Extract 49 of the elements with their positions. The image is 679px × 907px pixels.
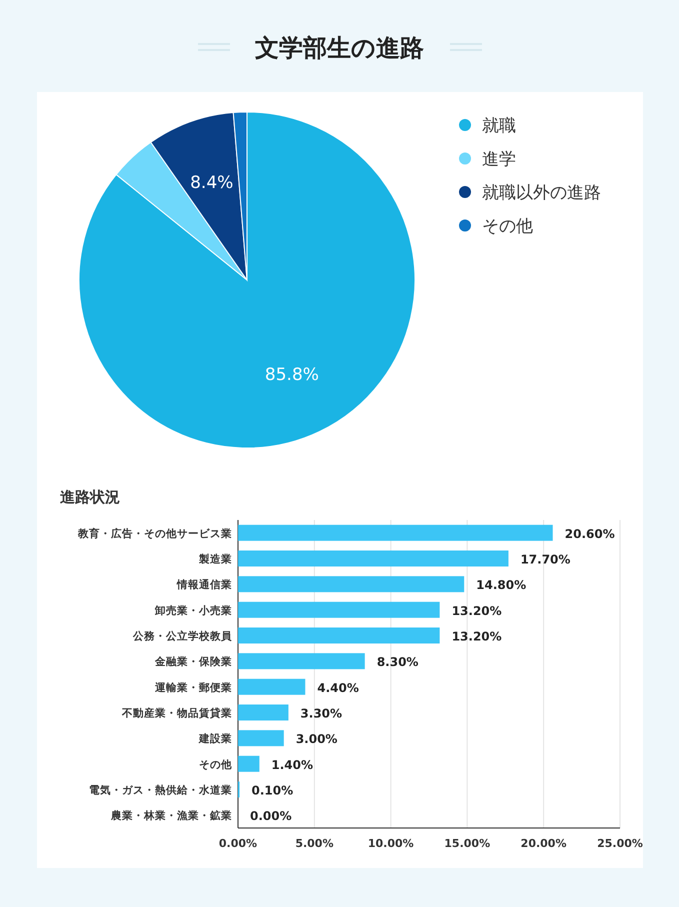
data-label: 0.00% bbox=[250, 809, 292, 824]
data-label: 14.80% bbox=[476, 578, 526, 592]
y-tick-label: 電気・ガス・熱供給・水道業 bbox=[89, 784, 232, 796]
bar bbox=[238, 678, 306, 695]
pie-slice bbox=[78, 112, 416, 448]
y-tick-label: 運輸業・郵便業 bbox=[154, 680, 232, 694]
y-tick-label: 不動産業・物品賃貸業 bbox=[121, 706, 232, 720]
data-label: 8.4% bbox=[190, 173, 234, 193]
y-tick-label: 建設業 bbox=[198, 732, 232, 746]
bar bbox=[238, 628, 440, 644]
bar bbox=[238, 550, 508, 566]
data-label: 13.20% bbox=[452, 630, 502, 644]
y-tick-label: 教育・広告・その他サービス業 bbox=[77, 526, 232, 540]
text: 進路状況 bbox=[59, 488, 120, 506]
data-label: 4.40% bbox=[317, 680, 359, 695]
x-tick-label: 20.00% bbox=[520, 837, 567, 850]
bar bbox=[238, 602, 440, 618]
data-label: 3.00% bbox=[296, 732, 338, 746]
data-label: 3.30% bbox=[300, 706, 342, 720]
x-tick-label: 25.00% bbox=[597, 837, 643, 850]
x-tick-label: 5.00% bbox=[295, 837, 334, 850]
bar bbox=[238, 524, 553, 541]
bar bbox=[238, 704, 288, 720]
bar bbox=[238, 653, 365, 670]
legend-label: 就職 bbox=[482, 116, 516, 136]
legend-label: 進学 bbox=[482, 150, 516, 170]
data-label: 1.40% bbox=[271, 758, 314, 772]
bar bbox=[238, 756, 260, 772]
x-tick-label: 0.00% bbox=[218, 837, 258, 850]
bar bbox=[238, 576, 464, 592]
y-tick-label: 情報通信業 bbox=[176, 578, 232, 592]
x-tick-label: 10.00% bbox=[368, 837, 414, 850]
data-label: 13.20% bbox=[452, 604, 502, 618]
y-tick-label: 公務・公立学校教員 bbox=[132, 630, 233, 642]
y-tick-label: 農業・林業・漁業・鉱業 bbox=[110, 809, 232, 822]
data-label: 85.8% bbox=[264, 364, 319, 385]
data-label: 17.70% bbox=[520, 552, 570, 566]
y-tick-label: 金融業・保険業 bbox=[154, 655, 232, 668]
legend-label: その他 bbox=[482, 216, 533, 236]
data-label: 0.10% bbox=[252, 784, 294, 798]
chart-title: 文学部生の進路 bbox=[255, 34, 424, 62]
bar bbox=[238, 730, 284, 746]
data-label: 20.60% bbox=[564, 526, 615, 541]
x-tick-label: 15.00% bbox=[444, 837, 490, 850]
y-tick-label: その他 bbox=[199, 758, 233, 771]
y-tick-label: 卸売業・小売業 bbox=[154, 604, 232, 617]
data-label: 8.30% bbox=[376, 655, 418, 670]
y-tick-label: 製造業 bbox=[198, 552, 232, 566]
legend-label: 就職以外の進路 bbox=[482, 183, 601, 203]
